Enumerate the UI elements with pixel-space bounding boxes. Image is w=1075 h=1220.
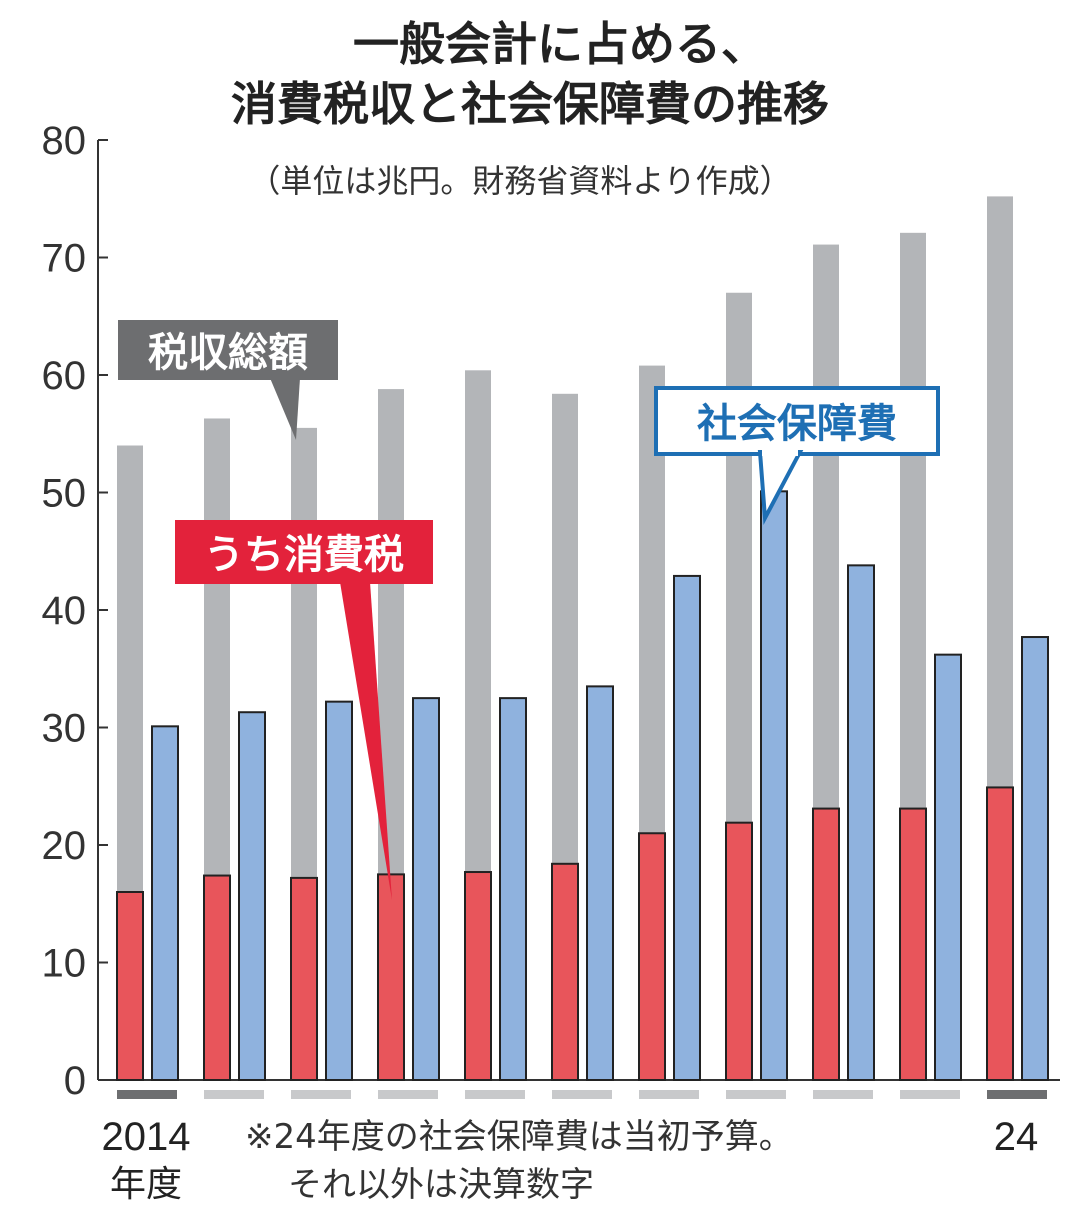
y-tick-label: 80: [42, 119, 87, 163]
bar-social-security: [151, 725, 179, 1081]
bar-consumption-tax: [899, 807, 927, 1081]
bar-social-security: [238, 711, 266, 1081]
bar-consumption-tax: [203, 874, 231, 1081]
chart-title-line1: 一般会計に占める、: [353, 17, 767, 71]
bar-social-security: [412, 697, 440, 1081]
chart-subtitle: （単位は兆円。財務省資料より作成）: [248, 162, 791, 200]
y-tick-label: 10: [42, 942, 87, 986]
bar-consumption-tax: [377, 873, 405, 1081]
bar-consumption-tax: [986, 786, 1014, 1081]
x-label-unit: 年度: [110, 1163, 182, 1204]
x-tick-2022: [813, 1090, 873, 1099]
bar-consumption-tax: [290, 876, 318, 1082]
bar-social-security: [1021, 636, 1049, 1082]
bar-consumption-tax: [464, 871, 492, 1082]
bar-consumption-tax: [551, 862, 579, 1081]
y-tick-label: 30: [42, 707, 87, 751]
legend-callout-consumption-tax: うち消費税: [175, 520, 433, 900]
bar-consumption-tax: [638, 832, 666, 1081]
y-tick-label: 60: [42, 354, 87, 398]
legend-label-total-tax: 税収総額: [148, 330, 308, 376]
legend-callout-social-security: 社会保障費: [654, 386, 940, 526]
x-tick-2016: [291, 1090, 351, 1099]
x-axis: [117, 1090, 1047, 1099]
bar-social-security: [934, 653, 962, 1082]
x-tick-2017: [378, 1090, 438, 1099]
y-tick-label: 20: [42, 824, 87, 868]
x-tick-2020: [639, 1090, 699, 1099]
y-tick-label: 70: [42, 237, 87, 281]
bar-social-security: [325, 700, 353, 1082]
x-tick-2023: [900, 1090, 960, 1099]
x-tick-2024: [987, 1090, 1047, 1099]
bar-social-security: [673, 574, 701, 1081]
legend-callout-total-tax: 税収総額: [118, 320, 338, 440]
y-tick-label: 0: [64, 1059, 86, 1103]
bar-consumption-tax: [812, 807, 840, 1081]
x-tick-2019: [552, 1090, 612, 1099]
footnote-line2: それ以外は決算数字: [288, 1165, 594, 1205]
bar-consumption-tax: [116, 891, 144, 1081]
x-tick-2015: [204, 1090, 264, 1099]
x-label-last: 24: [994, 1115, 1039, 1159]
footnote-line1: ※24年度の社会保障費は当初予算。: [245, 1117, 793, 1157]
legend-label-consumption-tax: うち消費税: [204, 532, 404, 578]
bar-social-security: [760, 490, 788, 1081]
legend-label-social-security: 社会保障費: [697, 401, 897, 447]
bar-social-security: [847, 564, 875, 1081]
x-tick-2014: [117, 1090, 177, 1099]
bar-consumption-tax: [725, 821, 753, 1081]
y-axis: 0 10 20 30 40 50 60 70 80: [42, 119, 1060, 1103]
x-label-first: 2014: [102, 1115, 191, 1159]
bar-social-security: [586, 685, 614, 1081]
x-tick-2021: [726, 1090, 786, 1099]
chart-title-line2: 消費税収と社会保障費の推移: [231, 77, 829, 131]
y-tick-label: 40: [42, 589, 87, 633]
x-tick-2018: [465, 1090, 525, 1099]
y-tick-label: 50: [42, 472, 87, 516]
bar-social-security: [499, 697, 527, 1081]
